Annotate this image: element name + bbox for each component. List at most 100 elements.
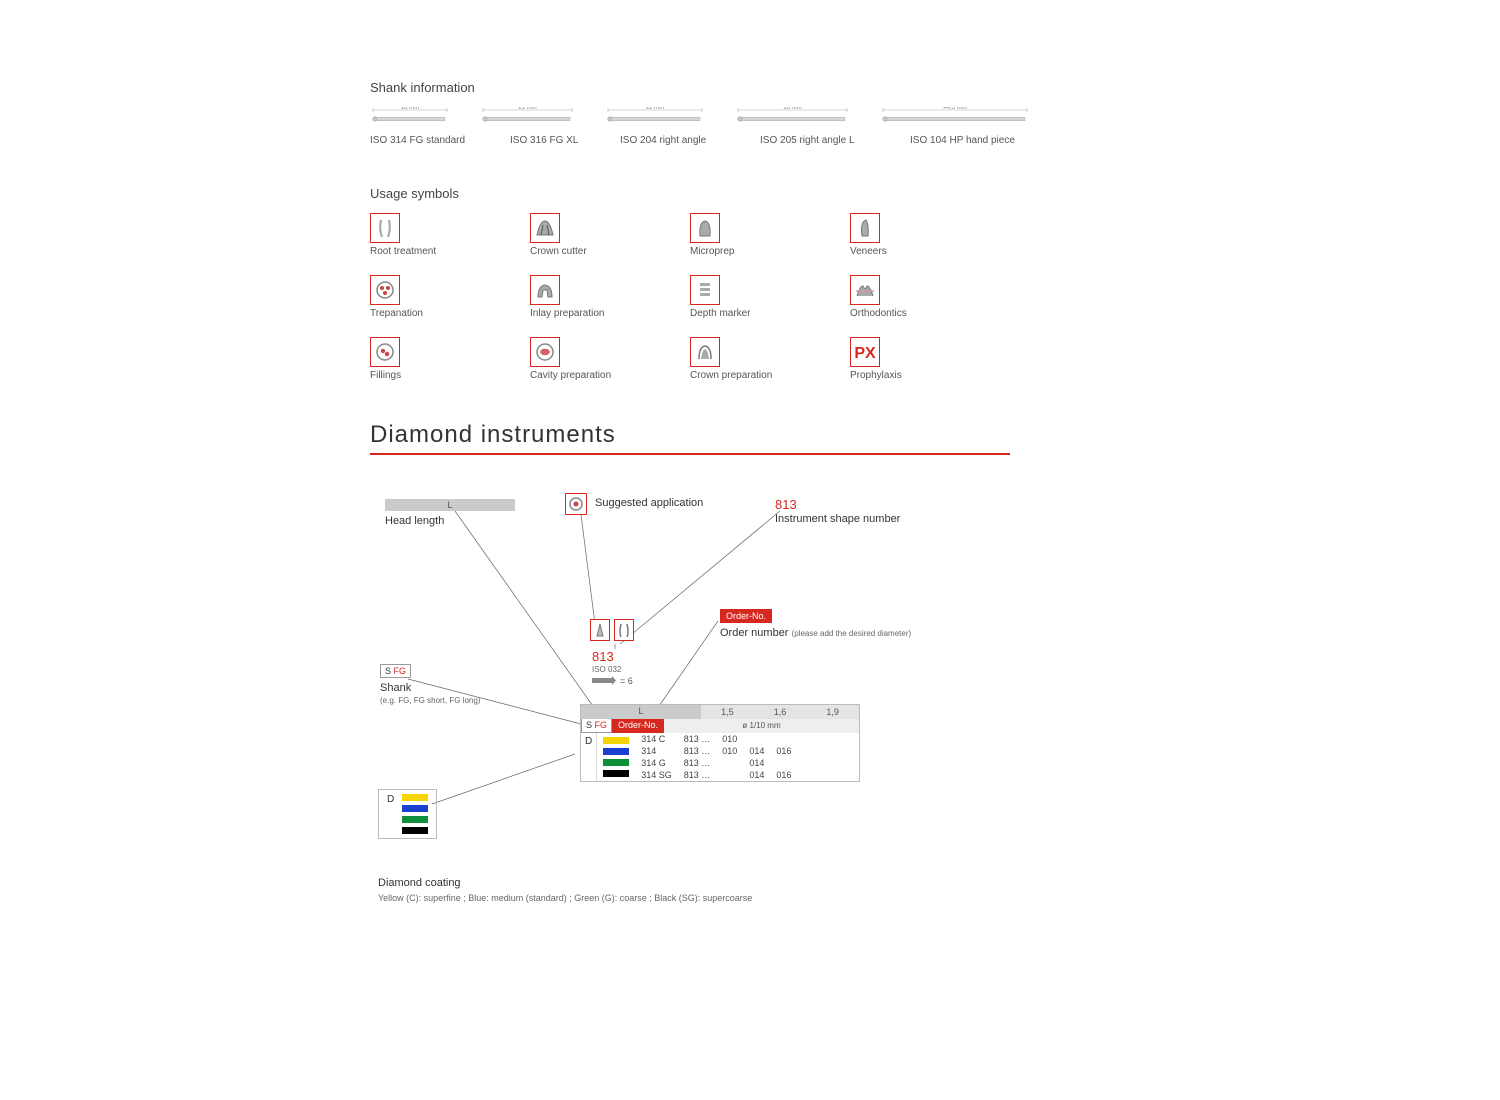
px-icon: PX <box>850 337 880 367</box>
usage-label: Root treatment <box>370 246 530 257</box>
ortho-icon <box>850 275 880 305</box>
center-813: 813 <box>592 649 614 664</box>
usage-label: Prophylaxis <box>850 370 1010 381</box>
usage-label: Crown cutter <box>530 246 690 257</box>
shank-label: ISO 316 FG XL <box>510 135 590 146</box>
table-sfg: S FG <box>581 719 612 733</box>
svg-text:21 mm: 21 mm <box>518 107 536 111</box>
shank-note: (e.g. FG, FG short, FG long) <box>380 696 480 705</box>
shank-item: 26 mm <box>735 107 850 129</box>
veneer-icon <box>850 213 880 243</box>
orderno-label-text: Order number <box>720 627 788 639</box>
usage-cell: Fillings <box>370 337 530 381</box>
usage-cell: Orthodontics <box>850 275 1010 319</box>
usage-label: Fillings <box>370 370 530 381</box>
product-table: L 1,51,61,9 S FG Order-No. ø 1/10 mm D 3… <box>580 704 860 782</box>
coating-note: Yellow (C): superfine ; Blue: medium (st… <box>378 893 938 903</box>
shank-label: ISO 205 right angle L <box>760 135 880 146</box>
usage-label: Depth marker <box>690 308 850 319</box>
center-iso: ISO 032 <box>592 665 621 674</box>
shank-row: 16 mm 21 mm 22 mm 26 mm 44,5 mm <box>370 107 1500 129</box>
shank-labels: ISO 314 FG standard ISO 316 FG XL ISO 204 … <box>370 135 1500 146</box>
shape-label: Instrument shape number <box>775 513 900 525</box>
svg-text:22 mm: 22 mm <box>646 107 664 111</box>
shank-label: ISO 314 FG standard <box>370 135 480 146</box>
s-prefix: S <box>385 666 391 676</box>
usage-cell: Crown preparation <box>690 337 850 381</box>
table-D: D <box>581 733 597 781</box>
trepan-icon <box>370 275 400 305</box>
usage-label: Veneers <box>850 246 1010 257</box>
diagram-area: L Head length Suggested application 813 … <box>370 479 1010 919</box>
dia-sub: ø 1/10 mm <box>664 719 859 733</box>
coating-title: Diamond coating <box>378 877 461 889</box>
usage-cell: Inlay preparation <box>530 275 690 319</box>
grit-swatch <box>603 770 629 777</box>
inlay-icon <box>530 275 560 305</box>
usage-cell: Trepanation <box>370 275 530 319</box>
svg-text:44,5 mm: 44,5 mm <box>943 107 966 111</box>
red-rule <box>370 453 1010 455</box>
depth-icon <box>690 275 720 305</box>
grit-swatch <box>603 748 629 755</box>
usage-cell: Veneers <box>850 213 1010 257</box>
svg-text:PX: PX <box>854 345 876 362</box>
shank-item: 21 mm <box>480 107 575 129</box>
usage-label: Cavity preparation <box>530 370 690 381</box>
headlength-label: Head length <box>385 515 444 527</box>
grit-swatch <box>402 805 428 812</box>
grit-swatch <box>402 816 428 823</box>
usage-label: Trepanation <box>370 308 530 319</box>
usage-cell: Crown cutter <box>530 213 690 257</box>
sfg-badge-left: S FG <box>380 664 411 678</box>
usage-cell: Depth marker <box>690 275 850 319</box>
d-label: D <box>387 794 394 805</box>
svg-text:26 mm: 26 mm <box>783 107 801 111</box>
diamond-title: Diamond instruments <box>370 421 1500 449</box>
eq6: = 6 <box>620 676 633 686</box>
usage-cell: Root treatment <box>370 213 530 257</box>
grit-swatch <box>402 794 428 801</box>
shape-number: 813 <box>775 497 797 512</box>
table-L: L <box>581 705 701 719</box>
usage-label: Orthodontics <box>850 308 1010 319</box>
suggested-icon-box <box>565 493 587 518</box>
shank-label: Shank <box>380 682 411 694</box>
shank-item: 44,5 mm <box>880 107 1030 129</box>
d-swatch-box: D <box>378 789 437 839</box>
table-orderno: Order-No. <box>612 719 664 733</box>
s-fg: FG <box>394 666 407 676</box>
usage-cell: PX Prophylaxis <box>850 337 1010 381</box>
headlength-bar: L <box>385 499 515 511</box>
data-table: 314 C813 …010314813 …010014016314 G813 …… <box>635 733 797 781</box>
grit-swatch <box>603 759 629 766</box>
shank-item: 16 mm <box>370 107 450 129</box>
microprep-icon <box>690 213 720 243</box>
fill-icon <box>370 337 400 367</box>
orderno-chip-top: Order-No. <box>720 609 772 623</box>
shank-label: ISO 204 right angle <box>620 135 730 146</box>
dia-header: 1,51,61,9 <box>701 705 859 719</box>
crowncut-icon <box>530 213 560 243</box>
shank-label: ISO 104 HP hand piece <box>910 135 1035 146</box>
eq6-row: = 6 <box>592 676 633 686</box>
usage-label: Microprep <box>690 246 850 257</box>
root-icon <box>370 213 400 243</box>
grit-swatch <box>402 827 428 834</box>
usage-cell: Microprep <box>690 213 850 257</box>
shank-item: 22 mm <box>605 107 705 129</box>
suggested-label: Suggested application <box>595 497 703 509</box>
center-icons <box>590 619 634 644</box>
cavity-icon <box>530 337 560 367</box>
usage-title: Usage symbols <box>370 186 1500 201</box>
shank-info-title: Shank information <box>370 80 1500 95</box>
usage-label: Inlay preparation <box>530 308 690 319</box>
crownprep-icon <box>690 337 720 367</box>
grit-swatch <box>603 737 629 744</box>
orderno-note: (please add the desired diameter) <box>792 629 912 638</box>
usage-cell: Cavity preparation <box>530 337 690 381</box>
svg-text:16 mm: 16 mm <box>401 107 419 111</box>
usage-grid: Root treatment Crown cutter Microprep Ve… <box>370 213 1500 381</box>
orderno-label: Order number (please add the desired dia… <box>720 627 911 639</box>
table-swatches <box>597 733 635 781</box>
